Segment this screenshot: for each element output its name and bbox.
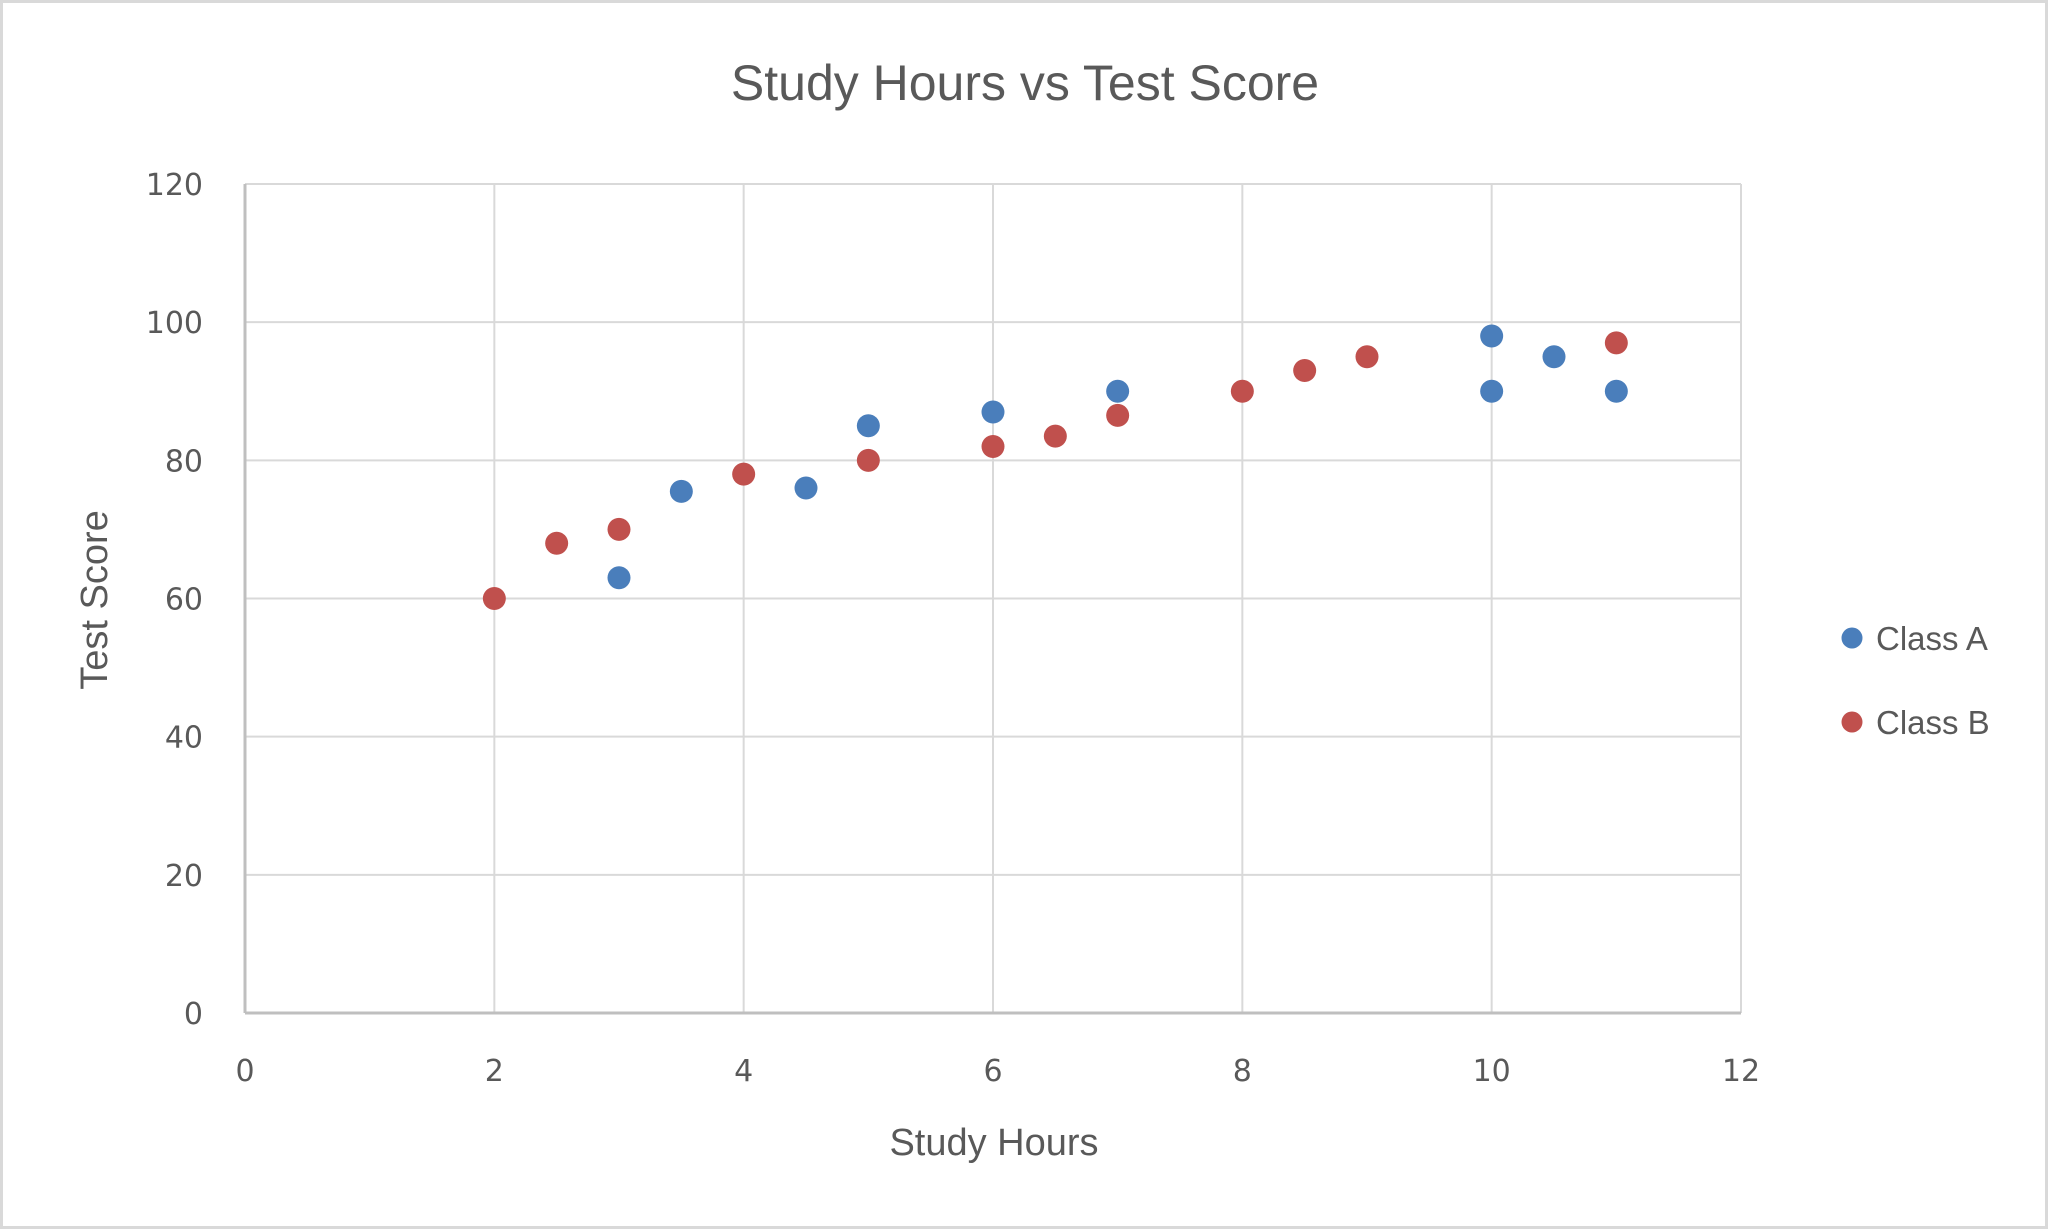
y-tick-label: 60 [165,583,203,618]
y-tick-label: 0 [184,997,203,1032]
x-tick-label: 0 [235,1054,254,1089]
data-point[interactable] [1480,324,1504,348]
data-point[interactable] [1293,359,1317,383]
data-point[interactable] [607,566,631,590]
data-point[interactable] [1043,424,1067,448]
data-point[interactable] [607,517,631,541]
legend-marker-class-a-icon [1841,627,1863,649]
data-point[interactable] [1542,345,1566,369]
y-axis-title: Test Score [74,510,116,690]
legend: Class A Class B [1841,620,1990,741]
data-point[interactable] [1106,379,1130,403]
data-point[interactable] [1480,379,1504,403]
scatter-chart: Study Hours vs Test Score 02040608010012… [74,55,1990,1164]
series-class-b [482,331,1628,610]
data-point[interactable] [856,448,880,472]
data-point[interactable] [1230,379,1254,403]
data-point[interactable] [981,400,1005,424]
data-point[interactable] [1355,345,1379,369]
data-point[interactable] [732,462,756,486]
data-point[interactable] [981,435,1005,459]
data-point[interactable] [545,531,569,555]
x-tick-label: 4 [734,1054,753,1089]
y-tick-label: 80 [165,444,203,479]
legend-item-class-a[interactable]: Class A [1841,620,1988,657]
legend-marker-class-b-icon [1841,711,1863,733]
x-axis-title: Study Hours [889,1122,1098,1164]
y-tick-label: 20 [165,859,203,894]
data-point[interactable] [1604,379,1628,403]
data-points [482,324,1628,610]
x-tick-label: 6 [983,1054,1002,1089]
legend-label-class-a: Class A [1876,620,1988,657]
data-point[interactable] [794,476,818,500]
legend-item-class-b[interactable]: Class B [1841,704,1990,741]
y-tick-label: 100 [146,306,203,341]
x-tick-label: 2 [485,1054,504,1089]
chart-title: Study Hours vs Test Score [731,55,1319,111]
data-point[interactable] [669,479,693,503]
x-tick-label: 10 [1473,1054,1511,1089]
y-tick-label: 40 [165,721,203,756]
data-point[interactable] [856,414,880,438]
y-axis-tick-labels: 0 20 40 60 80 100 120 [146,168,203,1032]
data-point[interactable] [1604,331,1628,355]
data-point[interactable] [1106,403,1130,427]
x-tick-label: 12 [1722,1054,1760,1089]
y-tick-label: 120 [146,168,203,203]
series-class-a [607,324,1628,590]
x-tick-label: 8 [1233,1054,1252,1089]
legend-label-class-b: Class B [1876,704,1990,741]
x-axis-tick-labels: 0 2 4 6 8 10 12 [235,1054,1760,1089]
data-point[interactable] [482,587,506,610]
